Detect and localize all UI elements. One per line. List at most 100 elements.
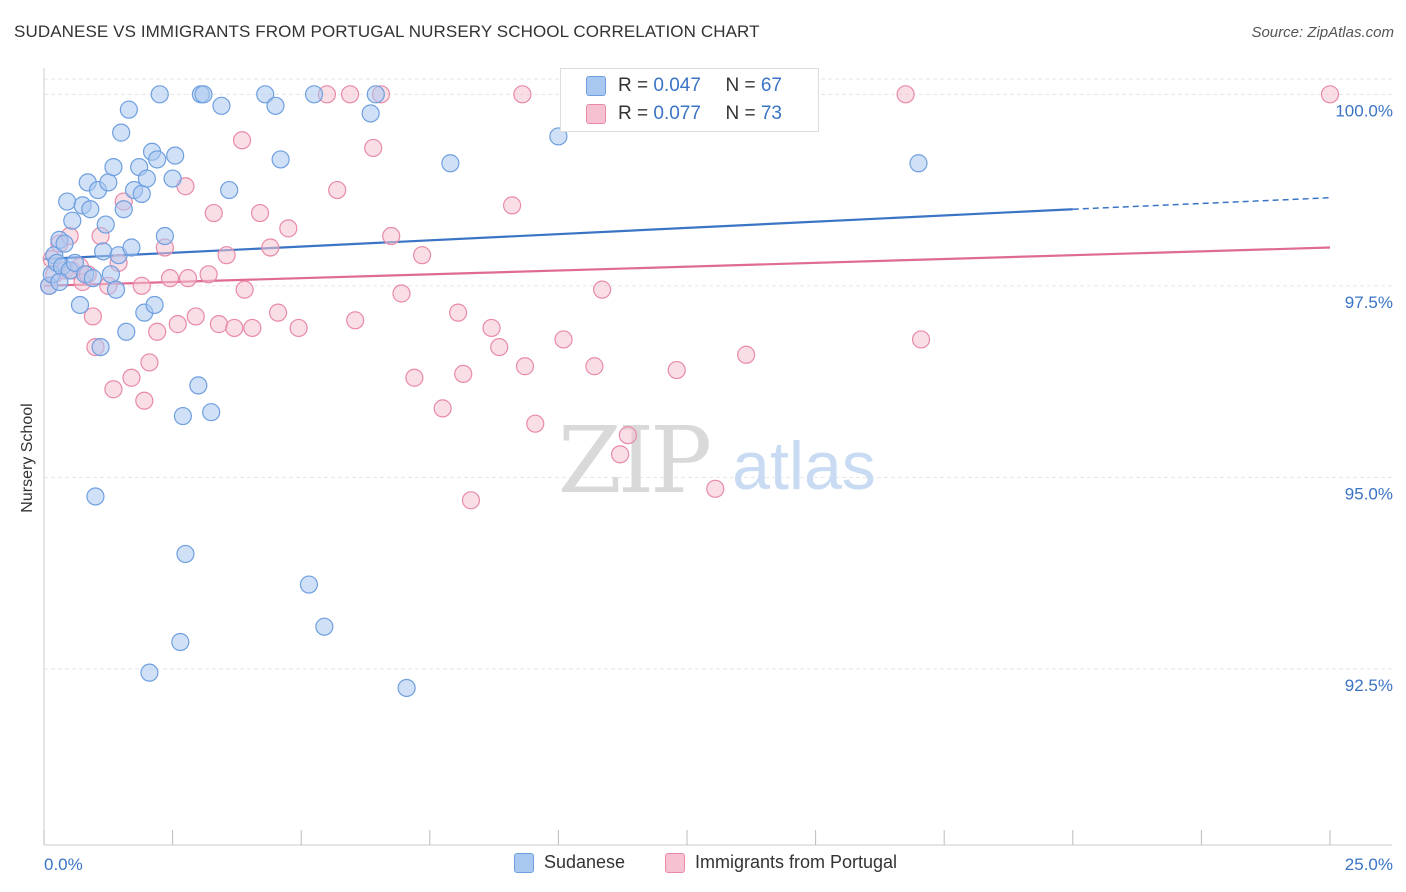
point-sudanese: [117, 322, 136, 341]
point-portugal: [392, 284, 411, 303]
point-portugal: [593, 280, 612, 299]
legend-item-sudanese[interactable]: Sudanese: [514, 852, 625, 873]
point-portugal: [405, 368, 424, 387]
legend-swatch-portugal: [665, 852, 685, 873]
point-portugal: [667, 360, 686, 380]
point-sudanese: [150, 85, 169, 104]
legend-swatch-pink: [586, 104, 606, 124]
point-sudanese: [96, 215, 115, 234]
point-sudanese: [176, 544, 195, 564]
point-portugal: [243, 318, 262, 338]
point-sudanese: [106, 280, 126, 299]
trend-line-sudanese: [43, 208, 1073, 261]
y-axis-label: Nursery School: [19, 403, 36, 513]
point-sudanese: [304, 85, 324, 104]
watermark: ZIP atlas: [558, 407, 876, 514]
point-sudanese: [63, 211, 82, 230]
n-label: N =: [725, 103, 761, 124]
point-sudanese: [94, 242, 113, 261]
point-sudanese: [50, 272, 69, 292]
chart-title: SUDANESE VS IMMIGRANTS FROM PORTUGAL NUR…: [14, 22, 760, 41]
trend-lines: [43, 196, 1331, 287]
x-tick-label-end: 25.0%: [1345, 855, 1393, 874]
point-sudanese: [194, 85, 213, 104]
point-portugal: [433, 399, 452, 418]
point-sudanese: [112, 123, 131, 142]
point-portugal: [279, 219, 298, 238]
trend-line-sudanese-extrapolated: [1072, 196, 1331, 210]
point-portugal: [289, 318, 308, 338]
point-sudanese: [366, 85, 385, 104]
point-portugal: [911, 330, 931, 349]
point-portugal: [737, 345, 756, 364]
point-sudanese: [441, 154, 460, 173]
point-sudanese: [189, 376, 208, 395]
point-sudanese: [70, 295, 90, 315]
point-portugal: [83, 307, 102, 326]
point-portugal: [611, 445, 630, 464]
point-portugal: [328, 180, 347, 200]
point-sudanese: [145, 295, 164, 315]
point-portugal: [896, 85, 915, 104]
point-portugal: [168, 315, 187, 334]
point-sudanese: [397, 678, 416, 698]
point-sudanese: [299, 575, 319, 594]
r-label: R =: [618, 103, 654, 124]
r-label: R =: [618, 75, 654, 96]
point-sudanese: [549, 127, 568, 146]
point-portugal: [461, 491, 481, 510]
point-portugal: [160, 269, 180, 288]
point-sudanese: [315, 617, 334, 636]
r-value: 0.047: [653, 75, 701, 96]
point-sudanese: [83, 269, 102, 288]
point-portugal: [346, 311, 365, 330]
point-portugal: [132, 276, 151, 295]
point-portugal: [225, 318, 244, 338]
r-value: 0.077: [653, 103, 701, 124]
y-tick-label: 97.5%: [1345, 293, 1393, 312]
point-sudanese: [58, 192, 77, 211]
watermark-atlas: atlas: [732, 428, 876, 504]
point-sudanese: [65, 253, 84, 272]
point-sudanese: [361, 104, 380, 123]
x-tick-label-start: 0.0%: [44, 855, 83, 874]
point-sudanese: [140, 663, 159, 682]
point-sudanese: [132, 184, 151, 203]
point-portugal: [209, 315, 228, 334]
point-sudanese: [86, 487, 105, 506]
point-portugal: [448, 303, 468, 322]
point-portugal: [503, 196, 522, 215]
legend-swatch-blue: [586, 76, 606, 96]
point-portugal: [706, 479, 725, 498]
point-portugal: [412, 246, 432, 265]
point-portugal: [364, 138, 383, 158]
y-tick-label: 100.0%: [1335, 101, 1393, 120]
point-sudanese: [909, 154, 928, 173]
point-sudanese: [155, 226, 174, 246]
point-portugal: [232, 131, 252, 150]
point-portugal: [217, 246, 236, 265]
tick-labels: 92.5% 95.0% 97.5% 100.0% 0.0% 25.0%: [44, 101, 1393, 874]
point-sudanese: [166, 146, 185, 165]
stats-legend: R = 0.047 N = 67 R = 0.077 N = 73: [560, 68, 819, 132]
n-value: 67: [760, 75, 782, 96]
point-sudanese: [271, 150, 290, 169]
point-sudanese: [99, 173, 118, 192]
point-portugal: [199, 265, 218, 284]
point-sudanese: [163, 169, 182, 188]
point-sudanese: [122, 238, 141, 257]
n-value: 73: [760, 103, 782, 124]
point-sudanese: [101, 265, 120, 284]
source-label: Source: ZipAtlas.com: [1251, 24, 1394, 41]
point-portugal: [554, 330, 573, 349]
legend-item-portugal[interactable]: Immigrants from Portugal: [665, 852, 897, 873]
legend-swatch-sudanese: [514, 852, 534, 873]
point-sudanese: [220, 180, 239, 200]
legend-label-sudanese: Sudanese: [544, 852, 626, 872]
point-portugal: [261, 238, 280, 257]
point-portugal: [235, 280, 254, 299]
point-portugal: [186, 307, 205, 326]
point-portugal: [122, 368, 141, 387]
point-sudanese: [104, 157, 123, 177]
